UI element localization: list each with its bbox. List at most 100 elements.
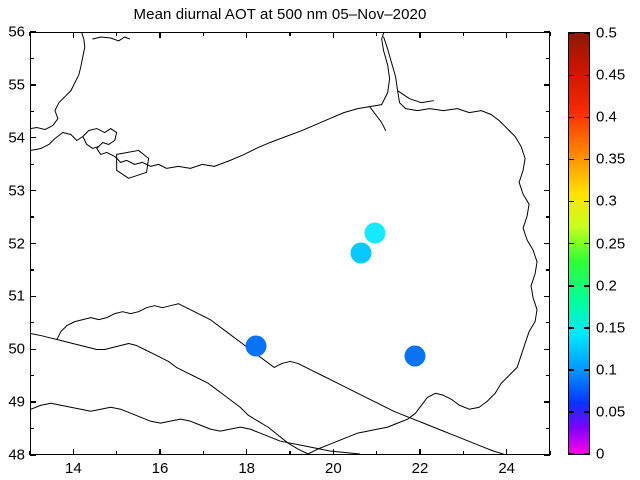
- x-axis-minor-tick: [549, 32, 551, 36]
- colorbar-tick-label: 0: [596, 445, 605, 463]
- colorbar-tick: [584, 369, 589, 371]
- colorbar-tick: [569, 243, 574, 245]
- x-axis-tick: [332, 32, 334, 38]
- colorbar-tick-label: 0.2: [596, 277, 617, 295]
- x-axis-tick: [72, 32, 74, 38]
- y-axis-minor-tick: [546, 322, 550, 324]
- y-axis-tick: [544, 454, 550, 456]
- x-axis-minor-tick: [29, 451, 31, 455]
- y-axis-minor-tick: [30, 110, 34, 112]
- x-axis-label: 14: [64, 460, 82, 477]
- colorbar-tick-label: 0.5: [596, 24, 617, 42]
- y-axis-label: 55: [8, 76, 25, 94]
- y-axis-minor-tick: [30, 216, 34, 218]
- x-axis-label: 24: [498, 460, 515, 477]
- y-axis-minor-tick: [546, 163, 550, 165]
- colorbar-tick-label: 0.15: [596, 319, 626, 337]
- x-axis-tick: [72, 449, 74, 455]
- colorbar-tick: [569, 159, 574, 161]
- x-axis-minor-tick: [289, 32, 291, 36]
- colorbar-tick-label: 0.25: [596, 235, 626, 252]
- data-point: [245, 335, 267, 357]
- x-axis-minor-tick: [116, 451, 118, 455]
- colorbar-tick-label: 0.05: [596, 403, 626, 421]
- colorbar-tick: [569, 33, 574, 35]
- x-axis-minor-tick: [376, 32, 378, 36]
- colorbar-tick: [569, 327, 574, 329]
- colorbar-tick: [584, 453, 589, 455]
- y-axis-tick: [30, 84, 36, 86]
- x-axis-tick: [506, 32, 508, 38]
- colorbar-tick: [584, 75, 589, 77]
- colorbar-tick: [584, 327, 589, 329]
- y-axis-tick: [30, 401, 36, 403]
- x-axis-tick: [246, 32, 248, 38]
- data-point: [350, 242, 372, 264]
- y-axis-tick: [30, 31, 36, 33]
- colorbar-tick: [569, 411, 574, 413]
- y-axis-minor-tick: [546, 269, 550, 271]
- y-axis-minor-tick: [30, 163, 34, 165]
- data-point: [364, 222, 386, 244]
- y-axis-label: 48: [8, 446, 25, 464]
- y-axis-minor-tick: [546, 375, 550, 377]
- y-axis-tick: [544, 348, 550, 350]
- y-axis-minor-tick: [30, 269, 34, 271]
- y-axis-tick: [30, 242, 36, 245]
- colorbar-tick-label: 0.1: [596, 361, 617, 379]
- colorbar[interactable]: [568, 32, 590, 455]
- y-axis-minor-tick: [546, 216, 550, 218]
- x-axis-minor-tick: [202, 451, 204, 455]
- x-axis-minor-tick: [376, 451, 378, 455]
- y-axis-minor-tick: [30, 375, 34, 377]
- colorbar-tick: [569, 117, 574, 119]
- x-axis-label: 22: [411, 460, 429, 477]
- x-axis-tick: [332, 449, 334, 455]
- y-axis-label: 51: [8, 287, 25, 305]
- y-axis-minor-tick: [546, 57, 550, 60]
- x-axis-minor-tick: [202, 32, 204, 36]
- y-axis-tick: [544, 84, 550, 86]
- y-axis-tick: [544, 31, 550, 33]
- x-axis-minor-tick: [462, 32, 464, 36]
- y-axis-label: 54: [8, 129, 25, 147]
- y-axis-tick: [30, 348, 36, 350]
- y-axis-label: 50: [8, 340, 25, 358]
- y-axis-minor-tick: [30, 427, 34, 430]
- colorbar-tick: [584, 201, 589, 203]
- x-axis-tick: [159, 449, 161, 455]
- colorbar-tick: [569, 201, 574, 203]
- colorbar-tick-label: 0.35: [596, 150, 626, 168]
- colorbar-tick: [584, 117, 589, 119]
- map-plot-area[interactable]: [30, 32, 550, 455]
- colorbar-tick: [584, 33, 589, 35]
- y-axis-tick: [544, 295, 550, 298]
- y-axis-tick: [544, 137, 550, 139]
- basemap-outlines: [31, 33, 538, 454]
- x-axis-label: 16: [151, 460, 169, 477]
- x-axis-minor-tick: [549, 451, 551, 455]
- x-axis-tick: [419, 449, 421, 455]
- colorbar-tick: [584, 411, 589, 413]
- data-point: [404, 345, 426, 367]
- y-axis-minor-tick: [30, 57, 34, 60]
- colorbar-tick: [584, 243, 589, 245]
- x-axis-tick: [506, 449, 508, 455]
- colorbar-tick: [584, 159, 589, 161]
- y-axis-tick: [30, 137, 36, 139]
- y-axis-tick: [544, 401, 550, 403]
- colorbar-tick: [569, 75, 574, 77]
- colorbar-tick-label: 0.4: [596, 108, 617, 126]
- colorbar-tick: [569, 285, 574, 287]
- y-axis-tick: [30, 454, 36, 456]
- y-axis-label: 53: [8, 182, 25, 200]
- colorbar-tick: [569, 369, 574, 371]
- y-axis-label: 52: [8, 235, 25, 252]
- x-axis-tick: [246, 449, 248, 455]
- colorbar-tick-label: 0.45: [596, 66, 626, 84]
- y-axis-tick: [30, 189, 36, 192]
- y-axis-label: 56: [8, 23, 25, 41]
- x-axis-minor-tick: [29, 32, 31, 36]
- x-axis-tick: [419, 32, 421, 38]
